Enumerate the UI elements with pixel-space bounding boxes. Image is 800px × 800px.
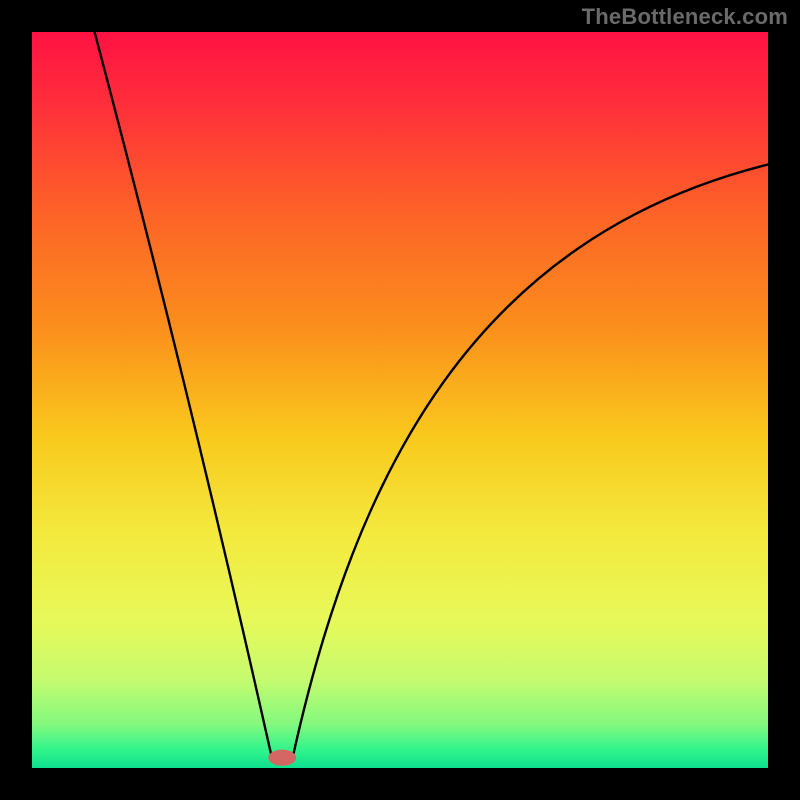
- chart-container: TheBottleneck.com: [0, 0, 800, 800]
- plot-svg: [32, 32, 768, 768]
- plot-area: [32, 32, 768, 768]
- gradient-background: [32, 32, 768, 768]
- watermark-text: TheBottleneck.com: [582, 4, 788, 30]
- min-marker: [268, 750, 296, 766]
